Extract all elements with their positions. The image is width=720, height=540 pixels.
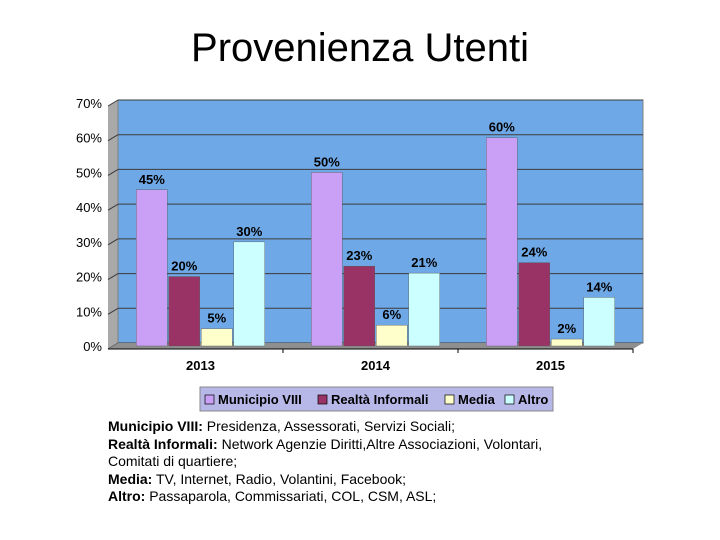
- legend-swatch: [504, 394, 515, 405]
- y-tick-label: 20%: [76, 270, 102, 285]
- legend-label: Realtà Informali: [331, 392, 429, 407]
- bar: [201, 328, 233, 347]
- legend-swatch: [317, 394, 328, 405]
- note-text: Presidenza, Assessorati, Servizi Sociali…: [202, 418, 455, 434]
- bar: [343, 265, 375, 347]
- legend-notes: Municipio VIII: Presidenza, Assessorati,…: [108, 418, 708, 506]
- grid-line-side: [107, 273, 119, 281]
- grid-line-side: [107, 307, 119, 315]
- y-tick-label: 50%: [76, 165, 102, 180]
- legend-swatch: [204, 394, 215, 405]
- legend-box: [199, 386, 554, 412]
- note-text: TV, Internet, Radio, Volantini, Facebook…: [152, 470, 407, 487]
- grid-line-side: [107, 168, 119, 176]
- note-text: Passaparola, Commissariati, COL, CSM, AS…: [145, 488, 437, 505]
- y-tick-label: 40%: [76, 200, 102, 215]
- bar: [168, 276, 200, 347]
- note-text: Network Agenzie Diritti,Altre Associazio…: [217, 435, 543, 452]
- legend-label: Altro: [518, 392, 548, 407]
- data-label: 2%: [557, 321, 576, 336]
- y-tick-label: 10%: [76, 304, 102, 319]
- note-line: Altro: Passaparola, Commissariati, COL, …: [108, 488, 708, 506]
- note-key: Altro:: [108, 488, 146, 505]
- bar: [518, 262, 550, 347]
- legend-label: Media: [458, 392, 496, 407]
- bar: [311, 172, 343, 347]
- note-text: Comitati di quartiere;: [108, 453, 238, 470]
- bar: [583, 297, 615, 347]
- legend-swatch: [444, 394, 455, 405]
- data-label: 21%: [411, 255, 437, 270]
- x-tick-label: 2015: [536, 358, 565, 373]
- data-label: 30%: [236, 224, 262, 239]
- data-label: 60%: [489, 120, 515, 135]
- grid-line-side: [107, 99, 119, 107]
- data-label: 23%: [346, 248, 372, 263]
- grid-line-side: [107, 203, 119, 211]
- data-label: 20%: [171, 259, 197, 274]
- data-label: 50%: [314, 154, 340, 169]
- bar: [233, 241, 265, 347]
- note-line: Realtà Informali: Network Agenzie Diritt…: [108, 436, 708, 454]
- data-label: 14%: [586, 279, 612, 294]
- y-tick-label: 30%: [76, 235, 102, 250]
- bar: [486, 137, 518, 347]
- y-tick-label: 70%: [76, 96, 102, 111]
- chart-title: Provenienza Utenti: [191, 26, 529, 70]
- note-line: Media: TV, Internet, Radio, Volantini, F…: [108, 471, 708, 489]
- note-key: Municipio VIII:: [108, 418, 203, 434]
- bar: [408, 272, 440, 347]
- note-line: Municipio VIII: Presidenza, Assessorati,…: [108, 418, 708, 436]
- y-tick-label: 0%: [83, 339, 102, 354]
- legend-label: Municipio VIII: [218, 392, 302, 407]
- grid-line-side: [107, 134, 119, 142]
- bar-chart: 0% 10% 20% 30% 40% 50% 60% 70% 45% 20% 5% 30% 2013 50…: [76, 96, 644, 412]
- plot-side-wall: [108, 100, 118, 349]
- data-label: 45%: [139, 172, 165, 187]
- data-label: 5%: [207, 311, 226, 326]
- bar: [376, 324, 408, 347]
- note-line: Comitati di quartiere;: [108, 453, 708, 471]
- bar: [136, 189, 168, 347]
- data-label: 24%: [521, 245, 547, 260]
- grid-line-side: [107, 238, 119, 246]
- x-tick-label: 2013: [186, 358, 215, 373]
- x-tick-label: 2014: [361, 358, 391, 373]
- plot-area: [117, 99, 644, 344]
- note-key: Realtà Informali:: [108, 435, 218, 452]
- note-key: Media:: [108, 470, 153, 487]
- data-label: 6%: [382, 307, 401, 322]
- bar: [551, 338, 583, 347]
- y-tick-label: 60%: [76, 131, 102, 146]
